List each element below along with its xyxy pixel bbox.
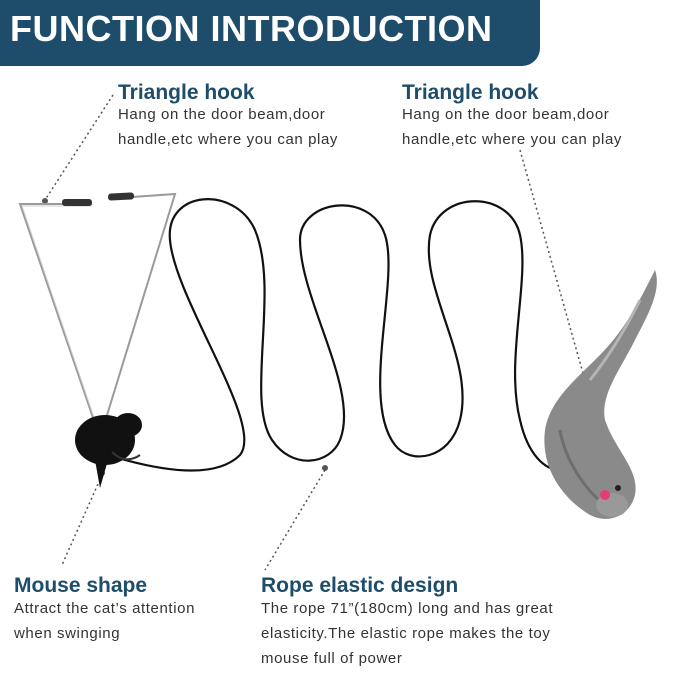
feature-title-hook-right: Triangle hook	[402, 81, 539, 104]
desc-line: when swinging	[14, 625, 121, 642]
desc-line: handle,etc where you can play	[118, 131, 339, 148]
desc-line: Hang on the door beam,door	[402, 106, 610, 123]
triangle-hook	[18, 192, 177, 439]
desc-line: handle,etc where you can play	[402, 131, 623, 148]
title-banner: FUNCTION INTRODUCTION	[0, 0, 540, 66]
leader-dot-hook-left	[42, 198, 48, 204]
leader-dot-rope	[322, 465, 328, 471]
plush-toy-mouse	[544, 270, 657, 519]
mouse-shape-clip	[75, 413, 142, 488]
feature-desc-mouse: Attract the cat’s attention when swingin…	[14, 596, 195, 646]
leader-line-rope	[264, 469, 326, 571]
feature-title-rope: Rope elastic design	[261, 574, 459, 597]
feature-desc-hook-right: Hang on the door beam,door handle,etc wh…	[402, 102, 622, 152]
elastic-rope	[117, 198, 561, 472]
plush-mouse-nose	[600, 490, 610, 500]
leader-line-hook-right	[519, 149, 591, 399]
desc-line: Hang on the door beam,door	[118, 106, 326, 123]
page-title: FUNCTION INTRODUCTION	[10, 8, 493, 49]
feature-desc-rope: The rope 71”(180cm) long and has great e…	[261, 596, 553, 671]
feature-title-mouse: Mouse shape	[14, 574, 148, 597]
plush-mouse-eye	[615, 485, 621, 491]
feature-title-hook-left: Triangle hook	[118, 81, 255, 104]
desc-line: elasticity.The elastic rope makes the to…	[261, 625, 551, 642]
hook-tip-left	[62, 199, 92, 206]
desc-line: Attract the cat’s attention	[14, 600, 196, 617]
leader-line-hook-left	[44, 94, 114, 201]
desc-line: The rope 71”(180cm) long and has great	[261, 600, 554, 617]
feature-desc-hook-left: Hang on the door beam,door handle,etc wh…	[118, 102, 338, 152]
hook-tip-right	[108, 192, 135, 201]
leader-line-mouse	[61, 474, 103, 566]
desc-line: mouse full of power	[261, 650, 403, 667]
